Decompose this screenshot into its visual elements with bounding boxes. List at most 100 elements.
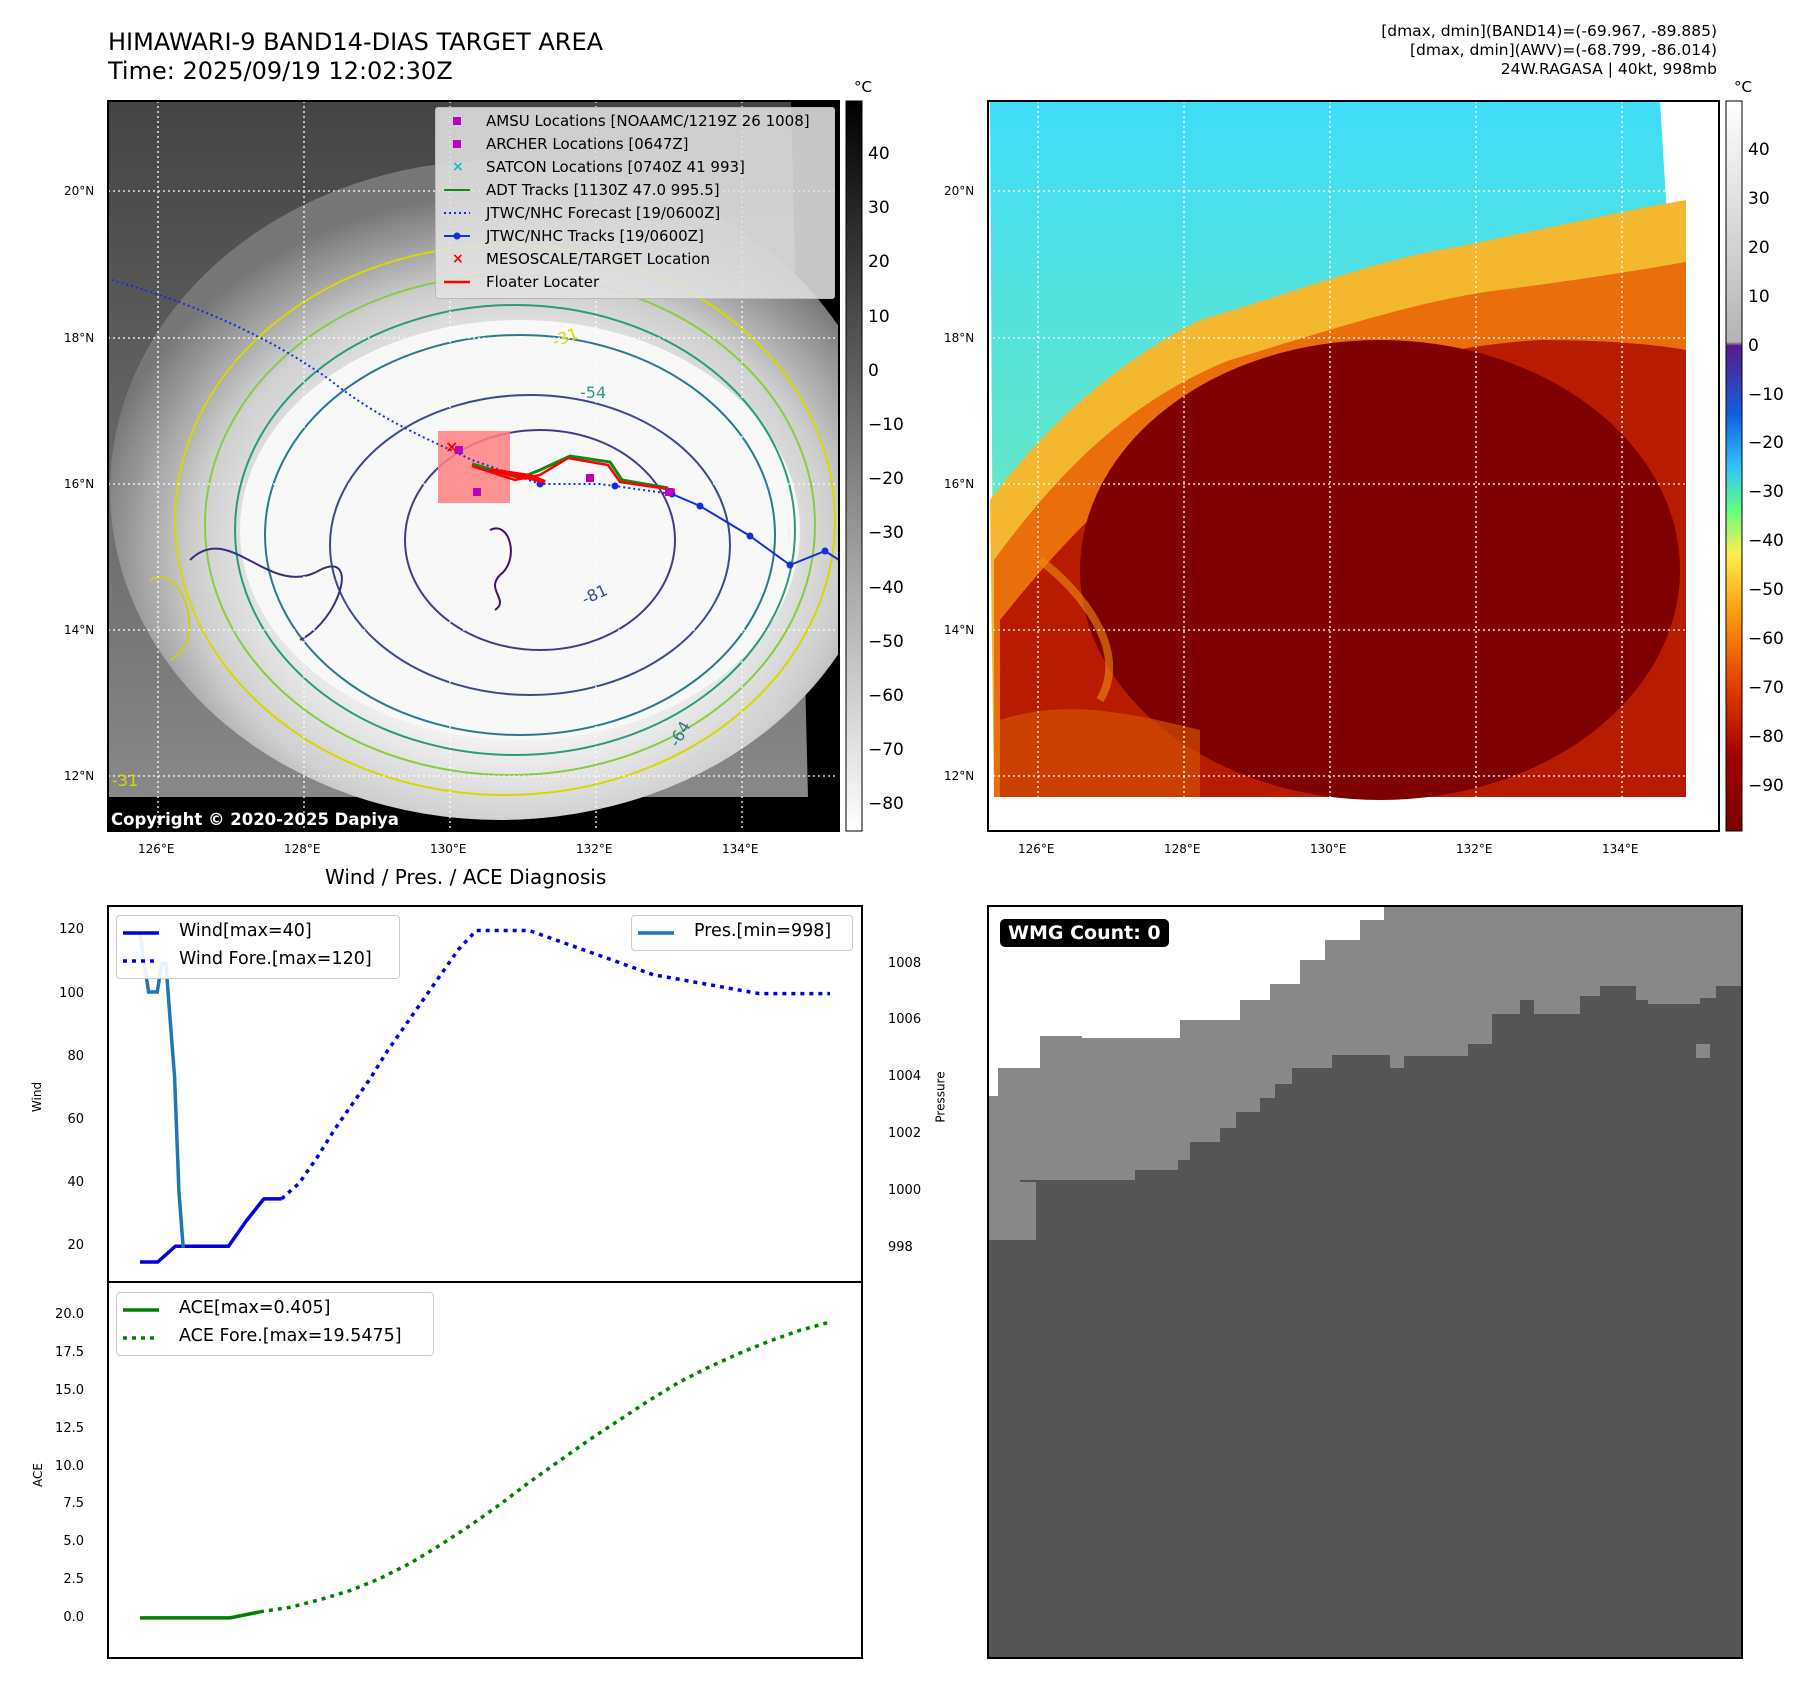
legend-item-archer: ARCHER Locations [0647Z] <box>486 135 689 153</box>
pressure-legend: Pres.[min=998] <box>631 915 853 951</box>
ace-series <box>140 1320 831 1620</box>
lat-label: 12°N <box>944 769 975 783</box>
pressure-axis-tick: 1006 <box>888 1012 922 1028</box>
left-colorbar-tick: −40 <box>868 577 904 598</box>
wind-legend-markers <box>123 931 159 963</box>
contour-label: -31 <box>112 771 138 790</box>
ace-fore-legend-item: ACE Fore.[max=19.5475] <box>179 1326 402 1346</box>
left-colorbar-tick: −30 <box>868 523 904 544</box>
right-colorbar-tick: 10 <box>1748 286 1770 307</box>
legend-item-amsu: AMSU Locations [NOAAMC/1219Z 26 1008] <box>486 112 810 130</box>
left-colorbar-tick: −50 <box>868 631 904 652</box>
left-colorbar-tick: −20 <box>868 469 904 490</box>
pressure-axis-tick: 1008 <box>888 955 922 971</box>
wmg-panel <box>987 905 1743 1659</box>
right-colorbar-tick: −30 <box>1748 482 1784 503</box>
wind-legend: Wind[max=40] Wind Fore.[max=120] <box>116 915 400 979</box>
svg-text:×: × <box>452 159 464 175</box>
right-colorbar-tick: 30 <box>1748 188 1770 209</box>
right-colorbar-tick: 0 <box>1748 335 1759 356</box>
ace-axis-tick: 12.5 <box>55 1420 84 1436</box>
wind-axis-tick: 100 <box>59 985 84 1001</box>
ace-axis-tick: 15.0 <box>55 1382 84 1398</box>
right-colorbar <box>1725 100 1743 832</box>
stats-line-3: 24W.RAGASA | 40kt, 998mb <box>1500 60 1717 78</box>
jtwc-forecast-track <box>111 279 673 495</box>
lat-label: 14°N <box>64 623 95 637</box>
right-colorbar-tick: −60 <box>1748 629 1784 649</box>
lat-label: 12°N <box>64 769 95 783</box>
left-colorbar-tick: 10 <box>868 306 890 327</box>
ace-axis-tick: 2.5 <box>63 1572 84 1588</box>
lon-label: 130°E <box>1310 842 1347 856</box>
lon-label: 134°E <box>722 842 759 856</box>
left-colorbar-tick: 20 <box>868 252 890 273</box>
lon-label: 132°E <box>1456 842 1493 856</box>
right-colorbar-tick: −50 <box>1748 580 1784 601</box>
legend-item-mesoscale: MESOSCALE/TARGET Location <box>486 250 711 268</box>
pressure-legend-item: Pres.[min=998] <box>694 921 832 941</box>
right-colorbar-tick: −20 <box>1748 433 1784 454</box>
lon-label: 128°E <box>284 842 321 856</box>
wind-ylabel: Wind <box>30 1081 45 1113</box>
right-colorbar-tick: 20 <box>1748 237 1770 258</box>
lon-label: 128°E <box>1164 842 1201 856</box>
ace-axis-tick: 17.5 <box>55 1344 84 1360</box>
lat-label: 16°N <box>944 477 975 491</box>
ace-axis-tick: 5.0 <box>63 1534 84 1550</box>
amsu-marker <box>473 488 481 496</box>
contour-labels: -31 -54 -81 -64 -31 <box>112 324 695 790</box>
ace-axis-tick: 20.0 <box>55 1307 84 1323</box>
pressure-axis-tick: 998 <box>888 1239 913 1255</box>
left-colorbar-tick: −60 <box>868 686 904 706</box>
map-legend: × × AMSU Locations [NOAAMC/1219Z 26 1008… <box>435 107 835 299</box>
mesoscale-marker: × <box>445 437 458 456</box>
wind-legend-item: Wind[max=40] <box>179 921 312 941</box>
lat-label: 18°N <box>64 331 95 345</box>
figure-title: HIMAWARI-9 BAND14-DIAS TARGET AREA Time:… <box>108 28 603 86</box>
ace-line <box>140 1610 261 1620</box>
wmg-count-badge: WMG Count: 0 <box>1000 919 1169 947</box>
contour-label: -54 <box>580 383 606 402</box>
floater-track <box>471 456 676 492</box>
left-colorbar-tick: 40 <box>868 144 890 164</box>
lat-label: 18°N <box>944 331 975 345</box>
wind-axis-tick: 80 <box>67 1048 84 1064</box>
svg-text:×: × <box>452 251 464 267</box>
legend-item-adt: ADT Tracks [1130Z 47.0 995.5] <box>486 181 720 199</box>
left-colorbar-tick: 0 <box>868 360 879 381</box>
right-colorbar-tick: 40 <box>1748 140 1770 160</box>
lon-label: 134°E <box>1602 842 1639 856</box>
pressure-ylabel: Pressure <box>933 1071 948 1123</box>
wind-line <box>140 1197 282 1264</box>
ace-axis-tick: 7.5 <box>63 1496 84 1512</box>
wind-forecast-line <box>280 928 830 1201</box>
pressure-axis-tick: 1000 <box>888 1182 922 1198</box>
stats-line-1: [dmax, dmin](BAND14)=(-69.967, -89.885) <box>1381 22 1717 40</box>
left-colorbar <box>845 100 863 832</box>
left-colorbar-tick: −70 <box>868 740 904 761</box>
diag-title: Wind / Pres. / ACE Diagnosis <box>325 865 607 889</box>
title-line-1: HIMAWARI-9 BAND14-DIAS TARGET AREA <box>108 28 604 56</box>
left-colorbar-unit: °C <box>854 78 872 96</box>
pressure-legend-marker <box>638 931 674 935</box>
pressure-axis-tick: 1004 <box>888 1069 922 1085</box>
left-map-frame <box>107 100 840 832</box>
stats-line-2: [dmax, dmin](AWV)=(-68.799, -86.014) <box>1410 41 1717 59</box>
lat-label: 20°N <box>64 184 95 198</box>
left-colorbar-tick: −80 <box>868 794 904 815</box>
right-colorbar-unit: °C <box>1734 78 1752 96</box>
lat-label: 16°N <box>64 477 95 491</box>
legend-item-jtwc-tracks: JTWC/NHC Tracks [19/0600Z] <box>486 227 704 245</box>
copyright-text: Copyright © 2020-2025 Dapiya <box>111 810 399 829</box>
pressure-axis-tick: 1002 <box>888 1126 922 1142</box>
right-colorbar-tick: −40 <box>1748 531 1784 552</box>
right-map-frame <box>987 100 1720 832</box>
wind-axis-tick: 120 <box>59 922 84 938</box>
title-line-2: Time: 2025/09/19 12:02:30Z <box>108 57 453 85</box>
legend-item-satcon: SATCON Locations [0740Z 41 993] <box>486 158 745 176</box>
map-legend-markers: × × <box>444 117 470 284</box>
ace-legend: ACE[max=0.405] ACE Fore.[max=19.5475] <box>116 1292 434 1356</box>
right-colorbar-tick: −10 <box>1748 384 1784 405</box>
